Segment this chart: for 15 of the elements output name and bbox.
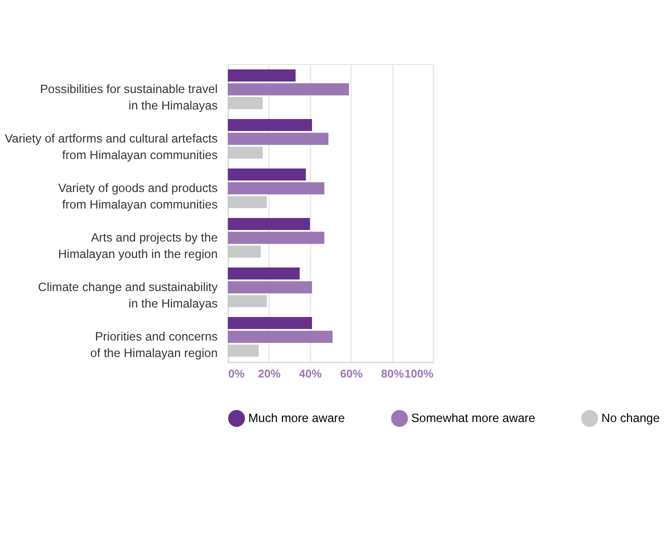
x-tick-label: 60% bbox=[340, 368, 363, 381]
x-tick-label: 80% bbox=[381, 368, 404, 381]
x-tick-label: 20% bbox=[258, 368, 281, 381]
y-tick-label: Climate change and sustainability in the Himalayas bbox=[38, 280, 218, 311]
y-tick-label: Arts and projects by the Himalayan youth in the region bbox=[58, 230, 218, 262]
legend-label: No change bbox=[601, 411, 660, 426]
y-tick-label: Variety of artforms and cultural artefacts from Himalayan communities bbox=[4, 132, 218, 162]
x-tick-label: 40% bbox=[299, 368, 322, 381]
x-tick-label: 100% bbox=[404, 368, 434, 381]
y-tick-label: Variety of goods and products from Himalayan communities bbox=[58, 181, 218, 212]
legend-label: Much more aware bbox=[248, 411, 346, 426]
legend-label: Somewhat more aware bbox=[411, 411, 536, 426]
x-tick-label: 0% bbox=[228, 368, 245, 381]
y-tick-label: Possibilities for sustainable travel in the Himalayas bbox=[40, 82, 218, 113]
y-tick-label: Priorities and concerns of the Himalayan region bbox=[90, 330, 218, 360]
